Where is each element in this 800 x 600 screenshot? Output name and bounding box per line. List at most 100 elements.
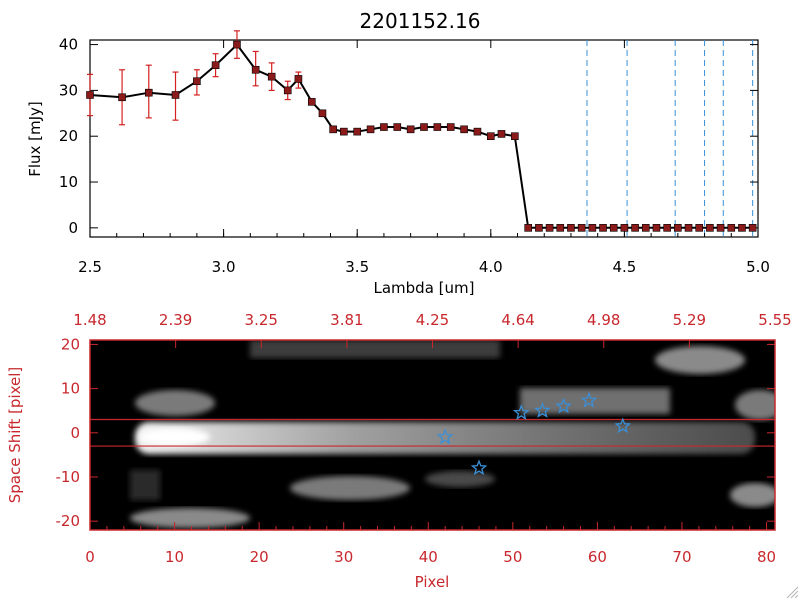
reference-lines: [586, 40, 754, 237]
data-point: [620, 224, 629, 232]
y-tick-label: 10: [61, 380, 80, 398]
x-axis-label: Lambda [um]: [374, 279, 475, 297]
bottom-plot: 0 10 20 30 40 50 60 70 80 1.48 2.39 3.25 3.81 4.25 4.…: [56, 311, 792, 566]
data-point: [588, 224, 597, 232]
data-point: [577, 224, 586, 232]
data-point: [652, 224, 661, 232]
data-point: [171, 91, 180, 99]
x-tick-label: 10: [165, 548, 184, 566]
data-point: [353, 127, 362, 136]
y-axis-ticks: 0 10 20 30 40: [59, 36, 758, 237]
heatmap-blob: [135, 390, 215, 416]
y-tick-label: 10: [59, 173, 78, 191]
y-tick-label: 40: [59, 36, 78, 54]
top-plot: 2.5 3.0 3.5 4.0 4.5 5.0 0 10 20 30 40: [59, 30, 770, 276]
aperture-lines: [90, 418, 775, 447]
data-point: [663, 224, 671, 232]
x-axis-ticks: 0 10 20 30 40 50 60 70 80: [85, 522, 776, 566]
top-tick-label: 5.29: [673, 311, 706, 329]
y-tick-label: 0: [70, 424, 80, 442]
data-point: [251, 65, 260, 74]
heatmap-main-band: [135, 422, 755, 454]
x-tick-label: 0: [85, 548, 95, 566]
top-plot-frame: [89, 39, 759, 238]
heatmap-blob: [130, 508, 250, 528]
flux-markers: [86, 40, 757, 232]
data-point: [609, 224, 618, 232]
x-tick-label: 50: [503, 548, 522, 566]
heatmap-band-core: [140, 428, 210, 446]
data-point: [86, 91, 94, 99]
star-marker: [470, 459, 488, 476]
data-point: [748, 224, 757, 232]
top-tick-label: 1.48: [73, 311, 106, 329]
data-point: [233, 40, 241, 49]
x-tick-label: 2.5: [78, 258, 102, 276]
data-point: [738, 224, 746, 232]
y-axis-ticks: -20 -10 0 10 20: [56, 335, 775, 530]
data-point: [144, 88, 153, 97]
star-marker: [436, 428, 454, 445]
heatmap-blob: [425, 471, 495, 487]
data-point: [446, 123, 455, 131]
y-tick-label: 0: [68, 219, 78, 237]
y-tick-label: -20: [56, 512, 81, 530]
heatmap-blob: [655, 346, 745, 374]
data-point: [486, 132, 495, 141]
x-tick-label: 30: [334, 548, 353, 566]
top-tick-label: 4.64: [501, 311, 534, 329]
data-point: [535, 224, 543, 232]
data-point: [545, 224, 554, 232]
top-tick-label: 5.55: [758, 311, 791, 329]
y-tick-label: 20: [59, 127, 78, 145]
data-point: [599, 224, 607, 232]
data-point: [393, 123, 402, 131]
flux-series-line: [89, 43, 753, 229]
data-point: [473, 127, 482, 136]
star-marker: [534, 401, 551, 418]
chart-title: 2201152.16: [360, 9, 481, 33]
data-point: [631, 224, 639, 232]
data-point: [684, 224, 693, 232]
star-marker: [555, 397, 572, 414]
data-point: [420, 123, 428, 131]
data-point: [406, 125, 415, 134]
data-point: [211, 61, 220, 69]
top-tick-label: 4.98: [587, 311, 620, 329]
data-point: [294, 75, 303, 83]
data-point: [716, 224, 725, 232]
heatmap-blob: [520, 388, 670, 414]
x-tick-label: 70: [672, 548, 691, 566]
x-axis-ticks: 2.5 3.0 3.5 4.0 4.5 5.0: [78, 40, 770, 276]
x-tick-label: 3.0: [212, 258, 236, 276]
data-point: [329, 125, 337, 134]
star-marker: [580, 391, 598, 408]
data-point: [695, 224, 704, 232]
star-markers: [436, 391, 632, 476]
y-axis-label: Flux [mJy]: [26, 101, 44, 177]
data-point: [556, 224, 565, 232]
x-tick-label: 80: [757, 548, 776, 566]
data-point: [433, 123, 442, 131]
data-point: [674, 224, 682, 232]
data-point: [567, 224, 575, 232]
data-point: [366, 125, 375, 134]
data-point: [283, 86, 292, 95]
top-tick-label: 2.39: [159, 311, 192, 329]
data-point: [524, 224, 533, 232]
star-marker: [512, 404, 530, 421]
data-point: [193, 77, 201, 86]
star-marker: [614, 417, 632, 434]
data-point: [511, 132, 519, 141]
y-axis-label: Space Shift [pixel]: [6, 367, 24, 504]
x-tick-label: 40: [419, 548, 438, 566]
data-point: [340, 127, 348, 136]
y-tick-label: -10: [56, 468, 81, 486]
data-point: [460, 125, 468, 134]
resize-grip-icon[interactable]: [786, 586, 799, 599]
heatmap-noise: [130, 470, 160, 500]
x-tick-label: 4.0: [479, 258, 503, 276]
x-axis-label: Pixel: [415, 573, 450, 591]
data-point: [318, 109, 327, 118]
